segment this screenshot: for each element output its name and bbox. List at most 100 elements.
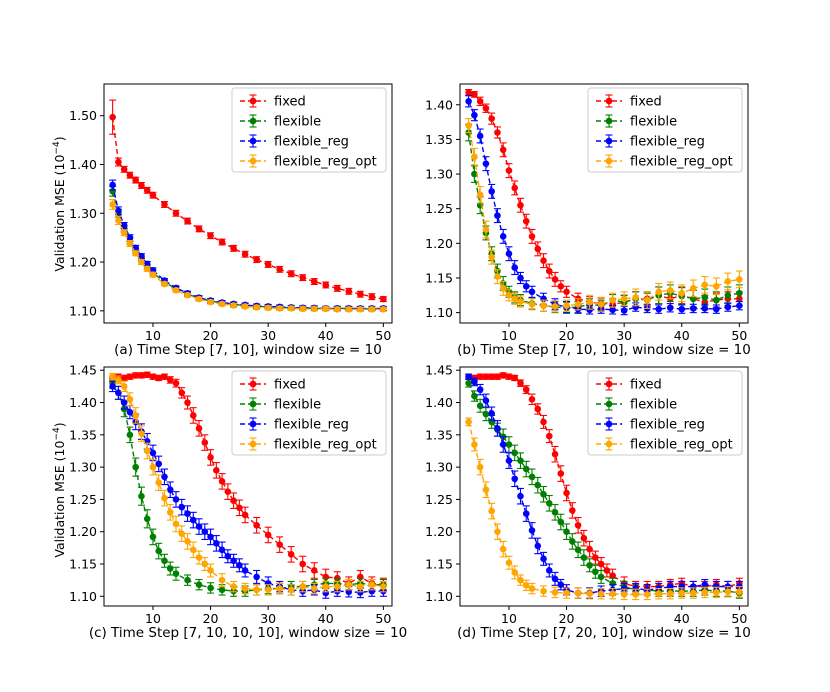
data-point — [511, 264, 519, 271]
data-point — [380, 306, 387, 313]
data-point — [276, 266, 283, 273]
data-point — [126, 395, 134, 403]
data-point — [528, 233, 536, 240]
data-point — [551, 450, 559, 458]
data-point — [620, 591, 628, 598]
data-point — [522, 582, 530, 589]
data-point — [264, 531, 272, 539]
data-point — [120, 229, 128, 237]
data-point — [276, 305, 283, 312]
y-tick-label: 1.30 — [425, 167, 453, 182]
panel-caption: (d) Time Step [7, 20, 10], window size =… — [457, 625, 751, 641]
legend-label: flexible_reg_opt — [274, 438, 377, 453]
data-point — [120, 222, 128, 229]
series-line — [467, 101, 740, 312]
data-point — [224, 552, 232, 560]
data-point — [736, 289, 743, 297]
legend-entry-flexible_reg: flexible_reg — [596, 134, 705, 150]
y-tick-label: 1.30 — [69, 206, 97, 221]
data-point — [172, 520, 180, 528]
x-tick-label: 40 — [674, 611, 690, 626]
data-point — [511, 295, 519, 303]
data-point — [287, 305, 295, 312]
data-point — [138, 492, 145, 500]
data-point — [701, 294, 709, 301]
data-point — [345, 581, 353, 588]
data-point — [736, 588, 743, 596]
data-point — [488, 115, 495, 122]
data-point — [322, 281, 330, 289]
data-point — [580, 554, 588, 561]
data-point — [563, 528, 570, 536]
data-point — [241, 511, 249, 519]
data-point — [689, 285, 697, 292]
data-point — [264, 586, 272, 594]
data-point — [471, 153, 478, 161]
data-point — [241, 585, 249, 592]
legend-marker — [605, 157, 613, 165]
data-point — [551, 575, 559, 583]
data-point — [540, 555, 547, 563]
y-tick-label: 1.15 — [425, 557, 453, 572]
data-point — [201, 528, 209, 536]
data-point — [517, 576, 524, 584]
data-point — [201, 560, 209, 568]
data-point — [528, 527, 536, 534]
legend-marker — [249, 440, 257, 448]
x-tick-label: 30 — [616, 611, 632, 626]
data-point — [666, 287, 674, 294]
data-point — [505, 559, 513, 567]
data-point — [476, 132, 484, 140]
data-point — [736, 302, 743, 309]
data-point — [488, 507, 495, 515]
data-point — [161, 494, 168, 502]
y-tick-label: 1.25 — [425, 492, 453, 507]
series-flexible_reg_opt — [109, 199, 387, 313]
data-point — [476, 373, 484, 380]
legend-marker — [605, 400, 613, 408]
data-point — [357, 290, 364, 298]
data-point — [592, 568, 599, 576]
data-point — [609, 296, 616, 304]
data-point — [534, 245, 542, 253]
data-point — [380, 295, 387, 303]
data-point — [120, 374, 128, 382]
data-point — [563, 589, 570, 597]
data-point — [166, 565, 174, 572]
data-point — [517, 201, 524, 209]
data-point — [488, 373, 495, 380]
legend-entry-flexible_reg_opt: flexible_reg_opt — [596, 154, 733, 170]
data-point — [545, 567, 553, 574]
data-point — [143, 371, 151, 379]
series-flexible_reg_opt — [465, 118, 743, 313]
data-point — [207, 584, 214, 592]
data-point — [368, 293, 376, 300]
data-point — [609, 590, 616, 598]
series-flexible_reg — [109, 179, 387, 312]
y-tick-label: 1.10 — [69, 303, 97, 318]
data-point — [195, 554, 203, 561]
legend-marker — [605, 420, 613, 428]
data-point — [528, 288, 536, 296]
y-tick-label: 1.20 — [425, 236, 453, 251]
legend-marker — [249, 420, 257, 428]
data-point — [540, 302, 547, 309]
data-point — [132, 412, 139, 419]
data-point — [166, 376, 174, 384]
x-tick-label: 10 — [145, 611, 161, 626]
data-point — [488, 253, 495, 261]
data-point — [143, 260, 151, 268]
legend-label: flexible_reg — [630, 135, 705, 150]
data-point — [620, 307, 628, 314]
y-tick-label: 1.50 — [69, 108, 97, 123]
legend-entry-fixed: fixed — [596, 377, 662, 393]
legend: fixed flexible flexible_reg flexible_reg_op… — [587, 370, 743, 456]
data-point — [666, 590, 674, 598]
data-point — [138, 182, 145, 189]
data-point — [557, 581, 565, 588]
data-point — [517, 274, 524, 282]
data-point — [115, 158, 122, 166]
data-point — [482, 160, 490, 167]
y-axis-label-top: Validation MSE (10−4) — [52, 136, 67, 271]
legend-entry-fixed: fixed — [240, 377, 306, 393]
